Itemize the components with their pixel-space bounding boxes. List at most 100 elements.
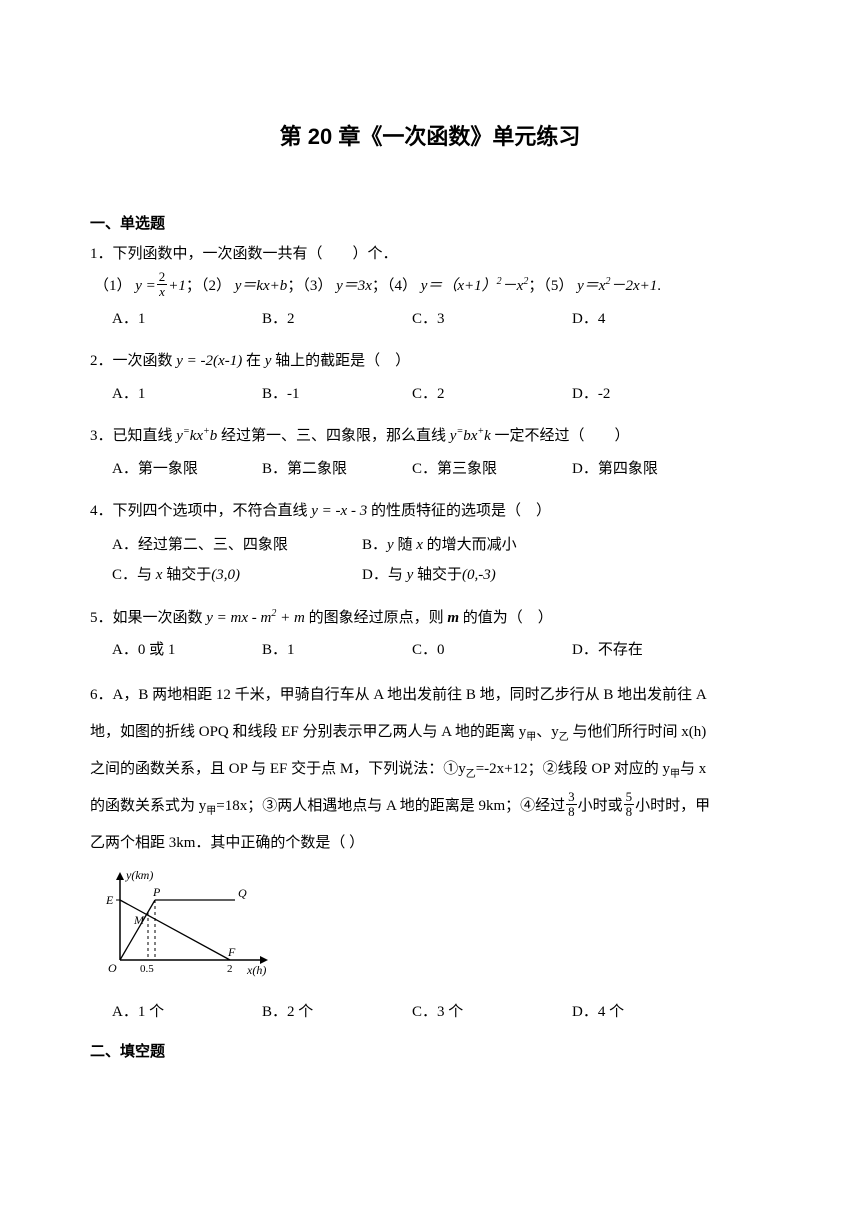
q6-line3-mid: =-2x+12；②线段 OP 对应的 y xyxy=(476,761,670,777)
q6-optA: A．1 个 xyxy=(112,998,262,1027)
frac-den: x xyxy=(157,285,168,299)
q6-graph: y(km)x(h)EPQMFO0.52 xyxy=(100,870,770,993)
q3-stem-mid: 经过第一、三、四象限，那么直线 xyxy=(217,428,450,444)
page-root: 第 20 章《一次函数》单元练习 一、单选题 1．下列函数中，一次函数一共有（ … xyxy=(0,0,860,1107)
svg-text:M: M xyxy=(133,913,145,927)
svg-text:0.5: 0.5 xyxy=(140,963,154,975)
q1-sub3-label: （3） xyxy=(302,278,332,294)
q5-optD: D．不存在 xyxy=(572,636,722,665)
q4-optD-pre: D．与 xyxy=(362,567,407,583)
q5-stem-mid: 的图象经过原点，则 xyxy=(305,610,448,626)
q1-optC: C．3 xyxy=(412,305,572,334)
frac-den: 8 xyxy=(566,805,577,819)
svg-text:F: F xyxy=(227,945,236,959)
question-1: 1．下列函数中，一次函数一共有（ ）个． （1） y =2x+1；（2） y＝k… xyxy=(90,240,770,334)
q6-graph-svg: y(km)x(h)EPQMFO0.52 xyxy=(100,870,280,985)
q1-optA: A．1 xyxy=(112,305,262,334)
q6-line2: 地，如图的折线 OPQ 和线段 EF 分别表示甲乙两人与 A 地的距离 y甲、y… xyxy=(90,716,770,749)
question-5: 5．如果一次函数 y = mx - m2 + m 的图象经过原点，则 m 的值为… xyxy=(90,604,770,665)
q2-stem-mid: 在 xyxy=(242,353,265,369)
q4-options: A．经过第二、三、四象限 B．y 随 x 的增大而减小 C．与 x 轴交于(3,… xyxy=(112,530,770,590)
frac-num: 3 xyxy=(566,790,577,805)
q6-line4-pre: 的函数关系式为 y xyxy=(90,798,206,814)
q1-frac1: 2x xyxy=(157,270,168,298)
svg-text:O: O xyxy=(108,961,117,975)
q1-sub5-expr: y＝x2－2x+1 xyxy=(577,278,657,294)
q4-optD-mid: 轴交于 xyxy=(413,567,462,583)
q5-stem: 5．如果一次函数 y = mx - m2 + m 的图象经过原点，则 m 的值为… xyxy=(90,604,770,633)
svg-text:Q: Q xyxy=(238,886,247,900)
q1-sub2-expr: y＝kx+b xyxy=(235,278,288,294)
q1-sub4-expr: y＝（x+1）2－x2 xyxy=(421,278,529,294)
q6-sub-yi2: 乙 xyxy=(466,769,476,780)
q6-frac38: 38 xyxy=(566,790,577,818)
q6-line3-pre: 之间的函数关系，且 OP 与 EF 交于点 M，下列说法：①y xyxy=(90,761,466,777)
q6-optD: D．4 个 xyxy=(572,998,722,1027)
q3-expr2: y=bx+k xyxy=(450,428,491,444)
q2-expr: y = -2(x-1) xyxy=(176,353,242,369)
q1-sub2-label: （2） xyxy=(201,278,231,294)
q1-sub4-label: （4） xyxy=(387,278,417,294)
question-2: 2．一次函数 y = -2(x-1) 在 y 轴上的截距是（ ） A．1 B．-… xyxy=(90,347,770,408)
svg-text:E: E xyxy=(105,893,114,907)
q6-line2-pre: 地，如图的折线 OPQ 和线段 EF 分别表示甲乙两人与 A 地的距离 y xyxy=(90,724,526,740)
q4-optB-y: y xyxy=(387,537,394,553)
q6-line2-post: 与他们所行时间 x(h) xyxy=(569,724,707,740)
q5-expr: y = mx - m2 + m xyxy=(206,610,305,626)
q4-expr: y = -x - 3 xyxy=(311,503,367,519)
q4-optB-pre: B． xyxy=(362,537,387,553)
q4-stem: 4．下列四个选项中，不符合直线 y = -x - 3 的性质特征的选项是（ ） xyxy=(90,497,770,526)
q6-sub-jia2: 甲 xyxy=(670,769,680,780)
q1-optD: D．4 xyxy=(572,305,722,334)
q2-optB: B．-1 xyxy=(262,380,412,409)
q4-optB-mid: 随 xyxy=(394,537,417,553)
svg-text:x(h): x(h) xyxy=(246,963,266,977)
frac-den: 8 xyxy=(624,805,635,819)
q2-stem-post: 轴上的截距是（ ） xyxy=(271,353,410,369)
q4-optB-x: x xyxy=(416,537,423,553)
q6-sub-jia: 甲 xyxy=(526,732,536,743)
q1-sub1-expr: y = xyxy=(135,278,156,294)
q3-stem: 3．已知直线 y=kx+b 经过第一、三、四象限，那么直线 y=bx+k 一定不… xyxy=(90,422,770,451)
q6-optB: B．2 个 xyxy=(262,998,412,1027)
q1-sub1-tail: +1 xyxy=(168,278,186,294)
q1-sub1-label: （1） xyxy=(94,278,132,294)
q6-sub-yi: 乙 xyxy=(559,732,569,743)
q2-optD: D．-2 xyxy=(572,380,722,409)
q6-line4-mid1: =18x；③两人相遇地点与 A 地的距离是 9km；④经过 xyxy=(216,798,565,814)
q6-line4-post: 小时时，甲 xyxy=(635,798,710,814)
q6-line4-mid2: 小时或 xyxy=(578,798,623,814)
q6-optC: C．3 个 xyxy=(412,998,572,1027)
q2-stem-pre: 2．一次函数 xyxy=(90,353,176,369)
q6-line2-mid: 、y xyxy=(536,724,559,740)
q1-options: A．1 B．2 C．3 D．4 xyxy=(112,305,770,334)
q6-line4: 的函数关系式为 y甲=18x；③两人相遇地点与 A 地的距离是 9km；④经过3… xyxy=(90,790,770,823)
q6-options: A．1 个 B．2 个 C．3 个 D．4 个 xyxy=(112,998,770,1027)
q4-stem-post: 的性质特征的选项是（ ） xyxy=(367,503,551,519)
q4-stem-pre: 4．下列四个选项中，不符合直线 xyxy=(90,503,311,519)
q5-optA: A．0 或 1 xyxy=(112,636,262,665)
q3-stem-post: 一定不经过（ ） xyxy=(491,428,630,444)
q3-optA: A．第一象限 xyxy=(112,455,262,484)
q5-options: A．0 或 1 B．1 C．0 D．不存在 xyxy=(112,636,770,665)
q5-stem-pre: 5．如果一次函数 xyxy=(90,610,206,626)
q6-line1: 6．A，B 两地相距 12 千米，甲骑自行车从 A 地出发前往 B 地，同时乙步… xyxy=(90,679,770,712)
q4-optB-post: 的增大而减小 xyxy=(423,537,517,553)
section-1-header: 一、单选题 xyxy=(90,213,770,236)
q2-options: A．1 B．-1 C．2 D．-2 xyxy=(112,380,770,409)
q3-stem-pre: 3．已知直线 xyxy=(90,428,176,444)
q5-optB: B．1 xyxy=(262,636,412,665)
q3-options: A．第一象限 B．第二象限 C．第三象限 D．第四象限 xyxy=(112,455,770,484)
q3-optB: B．第二象限 xyxy=(262,455,412,484)
q4-optD: D．与 y 轴交于(0,-3) xyxy=(362,560,662,590)
question-6: 6．A，B 两地相距 12 千米，甲骑自行车从 A 地出发前往 B 地，同时乙步… xyxy=(90,679,770,1027)
q4-optB: B．y 随 x 的增大而减小 xyxy=(362,530,662,560)
frac-num: 2 xyxy=(157,270,168,285)
q3-optD: D．第四象限 xyxy=(572,455,722,484)
q2-optA: A．1 xyxy=(112,380,262,409)
svg-text:y(km): y(km) xyxy=(125,870,153,882)
q6-line5: 乙两个相距 3km．其中正确的个数是（ ） xyxy=(90,827,770,860)
q5-stem-post: 的值为（ ） xyxy=(459,610,553,626)
page-title: 第 20 章《一次函数》单元练习 xyxy=(90,120,770,153)
q6-frac58: 58 xyxy=(624,790,635,818)
